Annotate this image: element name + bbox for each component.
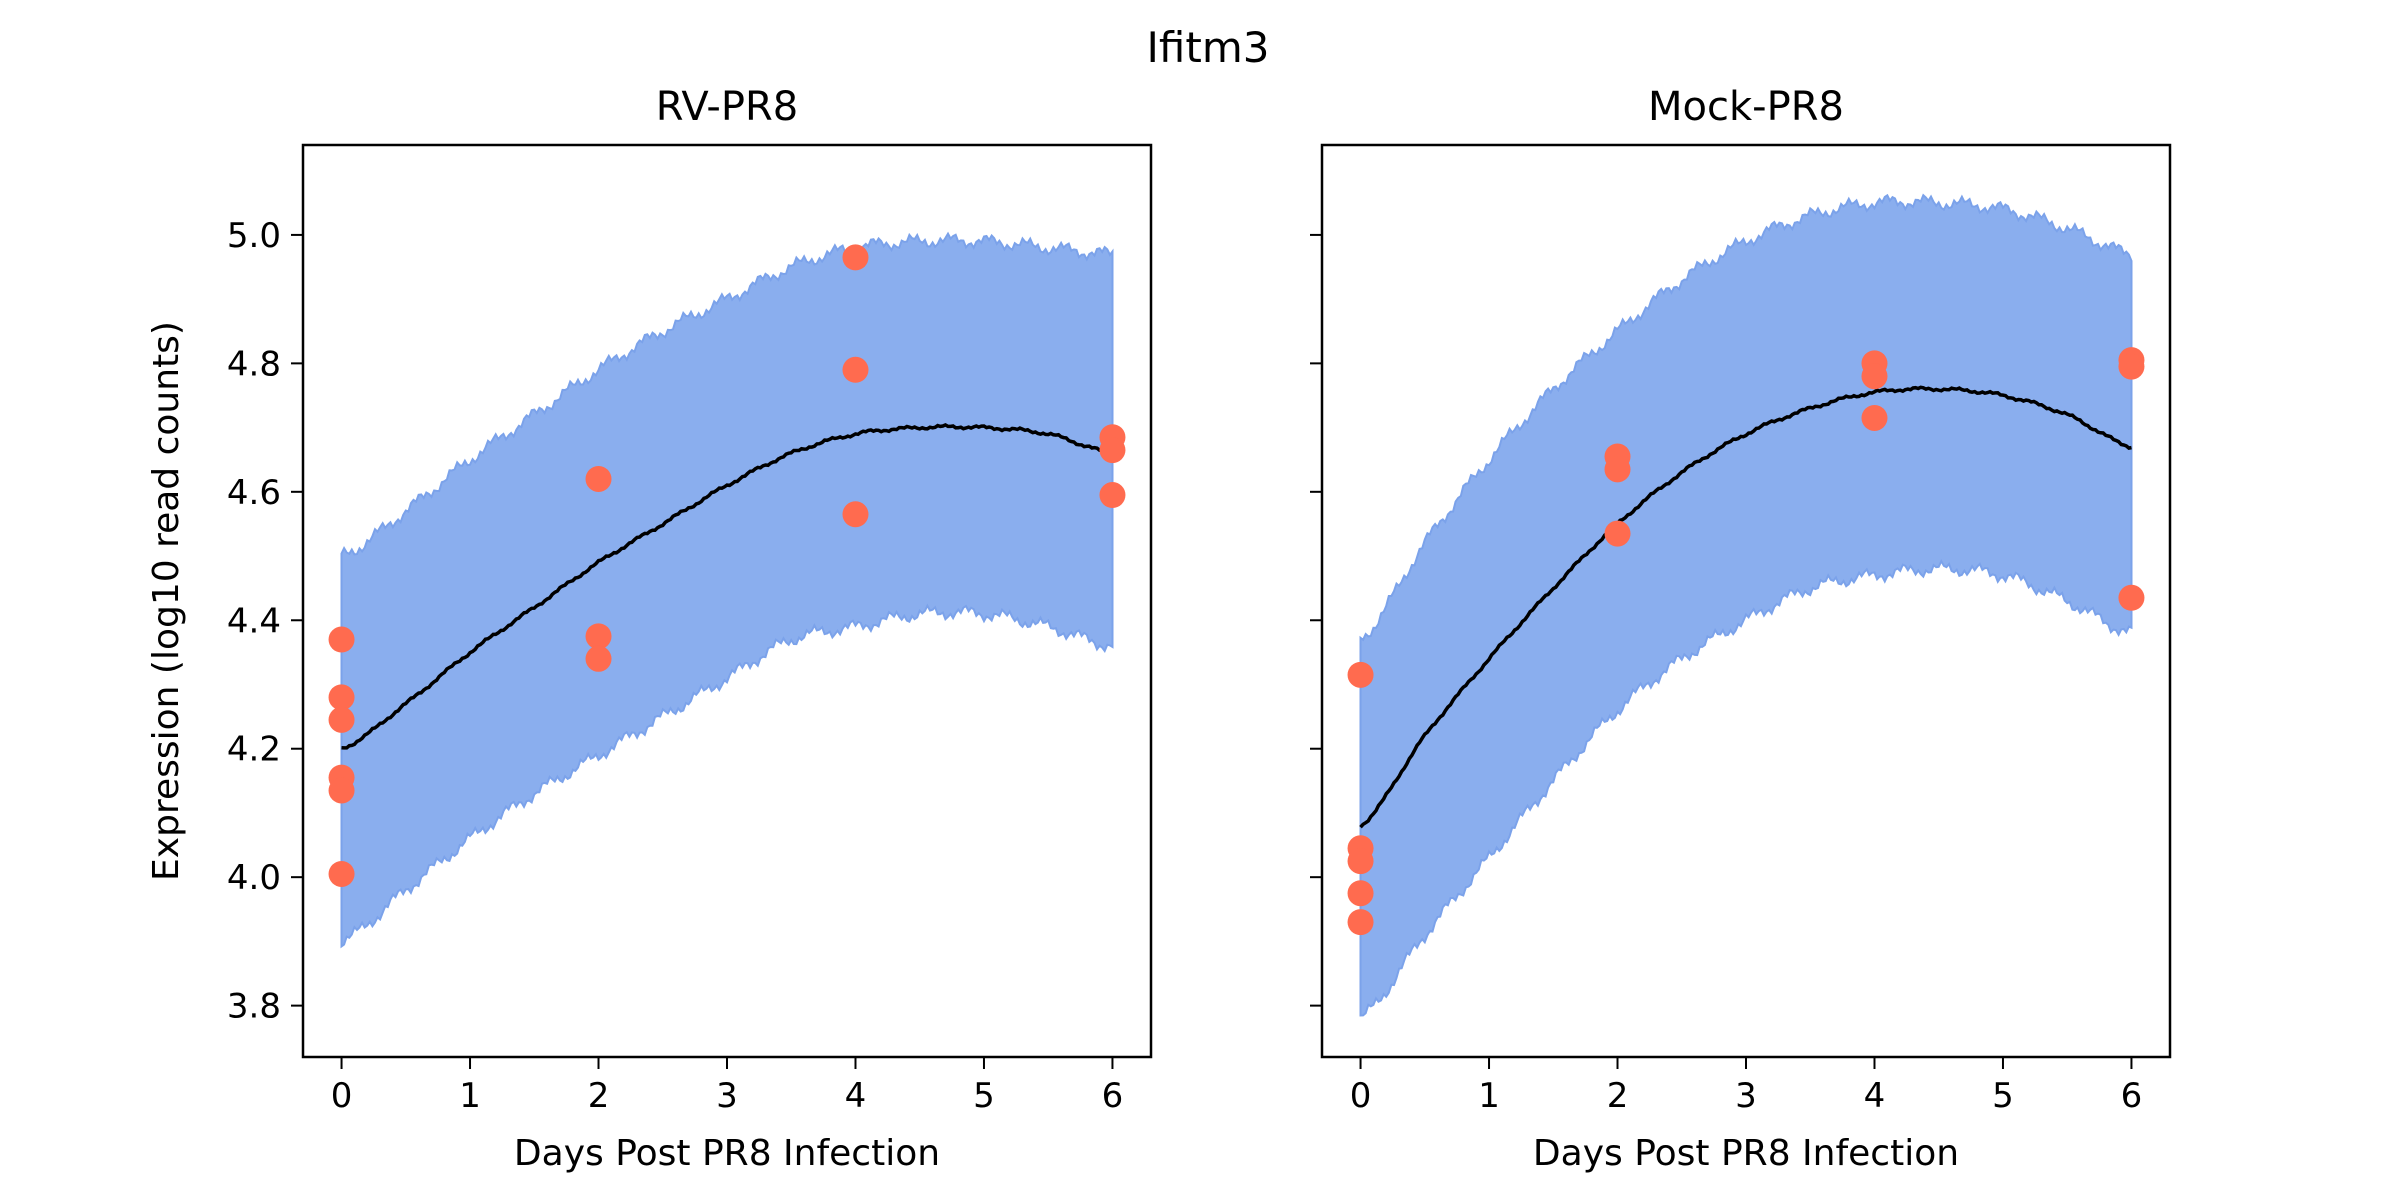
data-point xyxy=(1861,404,1888,431)
data-point xyxy=(1861,363,1888,390)
x-tick-label: 3 xyxy=(1735,1076,1757,1116)
data-point xyxy=(328,777,355,804)
x-tick-label: 4 xyxy=(1864,1076,1886,1116)
data-point xyxy=(842,501,869,528)
data-point xyxy=(1347,909,1374,936)
data-point xyxy=(328,684,355,711)
data-point xyxy=(585,465,612,492)
credible-interval-band xyxy=(340,231,1114,949)
y-tick-label: 4.6 xyxy=(227,473,281,513)
x-tick-label: 5 xyxy=(973,1076,995,1116)
chart-panel-1: RV-PR8 0 1 2 3 4 5 6 3.8 4.0 4.2 4.4 4.6 4.8 5.0 Days P… xyxy=(146,84,1153,1174)
x-tick-label: 1 xyxy=(1478,1076,1500,1116)
x-tick-label: 1 xyxy=(459,1076,481,1116)
y-tick-label: 4.2 xyxy=(227,730,281,770)
mean-curve xyxy=(341,422,1114,750)
y-tick-label: 5.0 xyxy=(227,216,281,256)
x-axis-label: Days Post PR8 Infection xyxy=(514,1133,940,1174)
data-point xyxy=(1347,661,1374,688)
data-point xyxy=(1099,482,1126,509)
data-point xyxy=(1347,848,1374,875)
chart-panel-2: Mock-PR8 0 1 2 3 4 5 6 Days Post PR8 Infection xyxy=(1310,84,2172,1174)
x-tick-label: 4 xyxy=(845,1076,867,1116)
mean-curve xyxy=(1359,385,2132,829)
data-point xyxy=(2118,353,2145,380)
data-point xyxy=(1604,456,1631,483)
y-axis-label: Expression (log10 read counts) xyxy=(146,321,187,881)
y-tick-label: 4.4 xyxy=(227,601,281,641)
x-tick-label: 3 xyxy=(716,1076,738,1116)
x-tick-label: 5 xyxy=(1992,1076,2014,1116)
data-point xyxy=(585,623,612,650)
data-point xyxy=(2118,584,2145,611)
panel-title: RV-PR8 xyxy=(656,84,798,130)
data-point xyxy=(842,244,869,271)
y-tick-label: 4.0 xyxy=(227,858,281,898)
credible-interval-band xyxy=(1359,193,2133,1017)
data-point xyxy=(842,356,869,383)
x-tick-label: 2 xyxy=(588,1076,610,1116)
data-point xyxy=(328,860,355,887)
data-point xyxy=(328,626,355,653)
y-tick-label: 4.8 xyxy=(227,344,281,384)
data-point xyxy=(1347,880,1374,907)
data-point xyxy=(1604,520,1631,547)
x-tick-label: 0 xyxy=(331,1076,353,1116)
x-tick-label: 2 xyxy=(1607,1076,1629,1116)
x-axis-label: Days Post PR8 Infection xyxy=(1533,1133,1959,1174)
x-tick-label: 6 xyxy=(2121,1076,2143,1116)
panels: RV-PR8 0 1 2 3 4 5 6 3.8 4.0 4.2 4.4 4.6 4.8 5.0 Days P… xyxy=(146,84,2172,1174)
x-tick-label: 0 xyxy=(1350,1076,1372,1116)
data-point xyxy=(1099,437,1126,464)
data-point xyxy=(585,645,612,672)
panel-title: Mock-PR8 xyxy=(1648,84,1844,130)
figure-title: Ifitm3 xyxy=(1147,23,1270,72)
x-tick-label: 6 xyxy=(1102,1076,1124,1116)
y-tick-label: 3.8 xyxy=(227,987,281,1027)
data-point xyxy=(328,706,355,733)
